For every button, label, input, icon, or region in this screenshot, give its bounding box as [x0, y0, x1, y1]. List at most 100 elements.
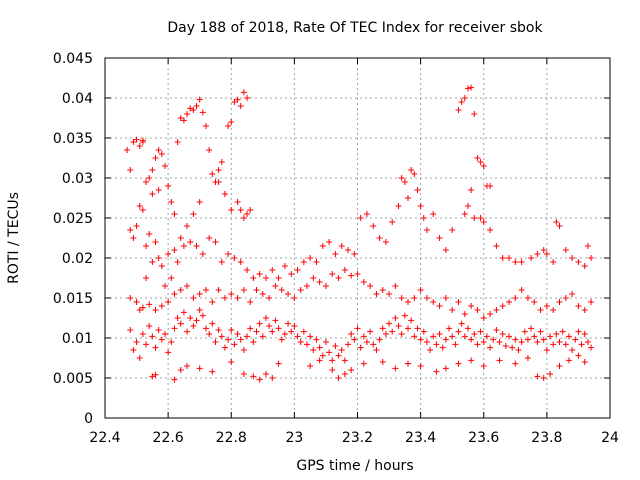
data-point: [584, 339, 591, 345]
data-point: [405, 299, 411, 305]
data-point: [442, 336, 449, 343]
y-tick-label: 0.035: [53, 131, 93, 147]
data-point: [184, 363, 191, 369]
data-point: [348, 331, 355, 337]
data-point: [291, 295, 298, 301]
data-point: [449, 307, 456, 313]
data-point: [575, 259, 582, 265]
data-point: [326, 349, 333, 356]
data-point: [199, 251, 206, 257]
data-point: [215, 179, 222, 185]
data-point: [389, 219, 396, 225]
data-point: [196, 199, 203, 205]
data-point: [515, 347, 522, 353]
data-point: [127, 167, 134, 173]
data-point: [442, 365, 449, 372]
data-point: [389, 328, 396, 335]
data-point: [502, 343, 509, 349]
data-point: [392, 315, 399, 321]
data-point: [569, 347, 576, 353]
y-tick-label: 0: [84, 411, 93, 427]
data-point: [231, 341, 238, 348]
data-point: [152, 344, 159, 351]
data-point: [335, 275, 342, 281]
data-point: [436, 303, 443, 309]
data-point: [206, 147, 213, 153]
data-point: [193, 317, 200, 324]
data-point: [335, 352, 342, 359]
data-point: [405, 195, 411, 201]
data-point: [266, 295, 273, 301]
data-point: [209, 368, 216, 375]
data-point: [433, 368, 440, 375]
data-point: [423, 295, 430, 301]
data-point: [174, 259, 181, 265]
data-point: [550, 341, 557, 348]
data-point: [177, 115, 184, 121]
data-point: [212, 339, 219, 345]
data-point: [193, 243, 200, 249]
data-point: [550, 259, 557, 265]
data-point: [231, 99, 238, 105]
data-point: [572, 336, 579, 343]
data-point: [449, 227, 456, 233]
data-point: [480, 339, 487, 345]
data-point: [158, 263, 165, 269]
data-point: [133, 136, 140, 143]
data-point: [234, 331, 241, 337]
data-point: [464, 325, 471, 332]
data-point: [272, 283, 279, 289]
data-point: [588, 299, 595, 305]
data-point: [143, 179, 150, 185]
data-point: [136, 307, 143, 313]
data-point: [345, 341, 352, 348]
data-point: [430, 211, 437, 217]
data-point: [174, 139, 181, 145]
data-point: [209, 299, 216, 305]
data-point: [439, 344, 446, 351]
data-point: [524, 355, 531, 361]
data-point: [449, 333, 456, 340]
data-point: [487, 344, 494, 351]
data-point: [155, 255, 162, 261]
data-point: [240, 347, 247, 353]
data-point: [559, 328, 566, 335]
data-point: [499, 331, 506, 337]
data-point: [168, 199, 175, 205]
data-point: [540, 336, 547, 343]
data-point: [124, 147, 131, 153]
data-point: [187, 105, 194, 112]
data-point: [455, 299, 462, 305]
data-point: [433, 341, 440, 348]
data-point: [158, 336, 165, 343]
data-point: [165, 299, 172, 305]
data-point: [455, 328, 462, 335]
data-point: [133, 299, 140, 305]
data-point: [244, 95, 251, 101]
data-point: [474, 155, 481, 161]
data-point: [158, 303, 165, 309]
data-point: [256, 376, 263, 383]
data-point: [446, 325, 453, 332]
data-point: [294, 267, 301, 273]
data-point: [158, 151, 165, 157]
data-point: [149, 373, 156, 380]
data-point: [562, 295, 569, 301]
data-point: [269, 267, 276, 273]
data-point: [357, 215, 364, 221]
x-tick-label: 23.8: [531, 430, 562, 446]
data-point: [171, 376, 178, 383]
data-point: [177, 367, 184, 373]
data-point: [420, 215, 427, 221]
data-point: [218, 333, 225, 340]
y-tick-label: 0.015: [53, 291, 93, 307]
data-point: [218, 159, 225, 165]
data-point: [537, 328, 544, 335]
data-point: [534, 339, 541, 345]
data-point: [332, 343, 339, 349]
data-point: [256, 271, 263, 277]
data-point: [493, 307, 500, 313]
data-point: [348, 367, 355, 373]
x-axis: 22.4 22.6 22.8 23 23.2 23.4 23.6 23.8 24: [89, 58, 619, 446]
data-point: [285, 320, 292, 327]
